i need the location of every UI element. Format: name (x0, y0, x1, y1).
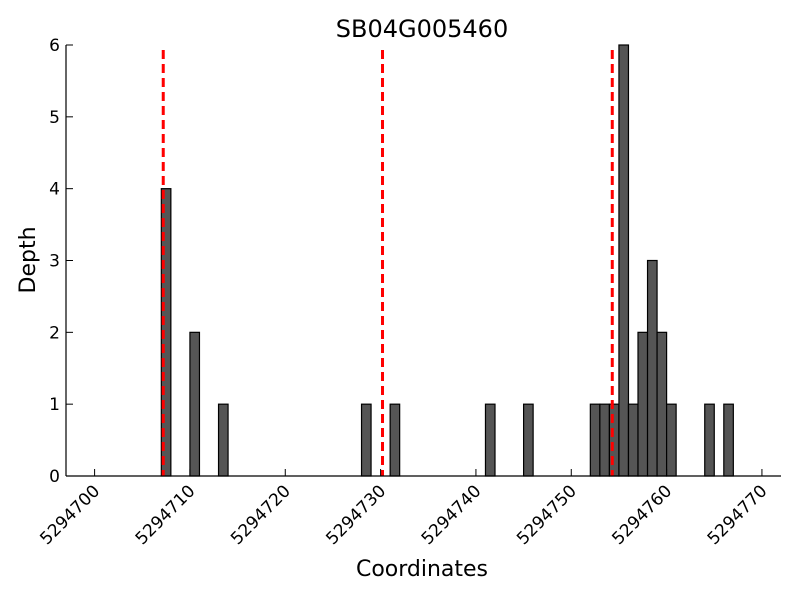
histogram-bar (599, 403, 610, 477)
histogram-bar (665, 403, 677, 477)
histogram-bar (522, 403, 534, 477)
y-tick-label: 3 (49, 252, 60, 272)
y-tick-label: 0 (49, 467, 60, 487)
histogram-bar (723, 403, 734, 477)
bars-layer (160, 44, 734, 477)
y-tick-label: 2 (49, 323, 60, 343)
y-tick-label: 5 (49, 108, 60, 128)
histogram-bar (704, 403, 715, 477)
histogram-bar (627, 403, 639, 477)
histogram-bar (646, 259, 658, 477)
histogram-bar (217, 403, 229, 477)
histogram-bar (189, 331, 201, 477)
histogram-bar (360, 403, 372, 477)
histogram-bar (484, 403, 496, 477)
y-tick-label: 4 (49, 180, 60, 200)
y-axis-label: Depth (16, 226, 41, 293)
histogram-bar (589, 403, 601, 477)
histogram-bar (389, 403, 401, 477)
y-tick-label: 6 (49, 36, 60, 56)
histogram-bar (637, 331, 649, 477)
histogram-bar (618, 44, 630, 477)
x-axis-label: Coordinates (356, 557, 488, 582)
chart-title: SB04G005460 (336, 15, 508, 43)
reference-lines-layer (161, 50, 614, 476)
y-tick-label: 1 (49, 395, 60, 415)
histogram-bar (656, 331, 668, 477)
